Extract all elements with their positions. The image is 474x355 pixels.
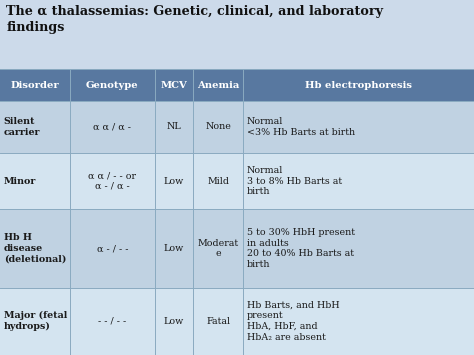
- Text: Minor: Minor: [4, 176, 36, 186]
- Text: - - / - -: - - / - -: [98, 317, 127, 326]
- Text: α α / α -: α α / α -: [93, 122, 131, 131]
- Bar: [0, 0, 474, 69]
- Text: MCV: MCV: [161, 81, 187, 90]
- Text: Major (fetal
hydrops): Major (fetal hydrops): [4, 311, 67, 331]
- Text: Disorder: Disorder: [11, 81, 59, 90]
- Text: The α thalassemias: Genetic, clinical, and laboratory
findings: The α thalassemias: Genetic, clinical, a…: [6, 5, 383, 34]
- Text: 5 to 30% HbH present
in adults
20 to 40% Hb Barts at
birth: 5 to 30% HbH present in adults 20 to 40%…: [247, 228, 355, 269]
- Text: Silent
carrier: Silent carrier: [4, 117, 40, 137]
- Bar: [0, 209, 474, 288]
- Bar: [0, 69, 474, 101]
- Bar: [0, 153, 474, 209]
- Bar: [0, 288, 474, 355]
- Text: α - / - -: α - / - -: [97, 244, 128, 253]
- Text: Moderat
e: Moderat e: [198, 239, 239, 258]
- Text: Genotype: Genotype: [86, 81, 139, 90]
- Text: Normal
3 to 8% Hb Barts at
birth: Normal 3 to 8% Hb Barts at birth: [247, 166, 342, 196]
- Text: Mild: Mild: [207, 176, 229, 186]
- Text: Low: Low: [164, 317, 184, 326]
- Text: None: None: [205, 122, 231, 131]
- Text: α α / - - or
α - / α -: α α / - - or α - / α -: [88, 171, 137, 191]
- Text: NL: NL: [166, 122, 182, 131]
- Text: Normal
<3% Hb Barts at birth: Normal <3% Hb Barts at birth: [247, 117, 355, 137]
- Text: Low: Low: [164, 244, 184, 253]
- Text: Anemia: Anemia: [197, 81, 239, 90]
- Text: Hb electrophoresis: Hb electrophoresis: [305, 81, 412, 90]
- Text: Fatal: Fatal: [206, 317, 230, 326]
- Text: Low: Low: [164, 176, 184, 186]
- Text: Hb H
disease
(deletional): Hb H disease (deletional): [4, 233, 66, 264]
- Bar: [0, 101, 474, 153]
- Text: Hb Barts, and HbH
present
HbA, HbF, and
HbA₂ are absent: Hb Barts, and HbH present HbA, HbF, and …: [247, 301, 339, 342]
